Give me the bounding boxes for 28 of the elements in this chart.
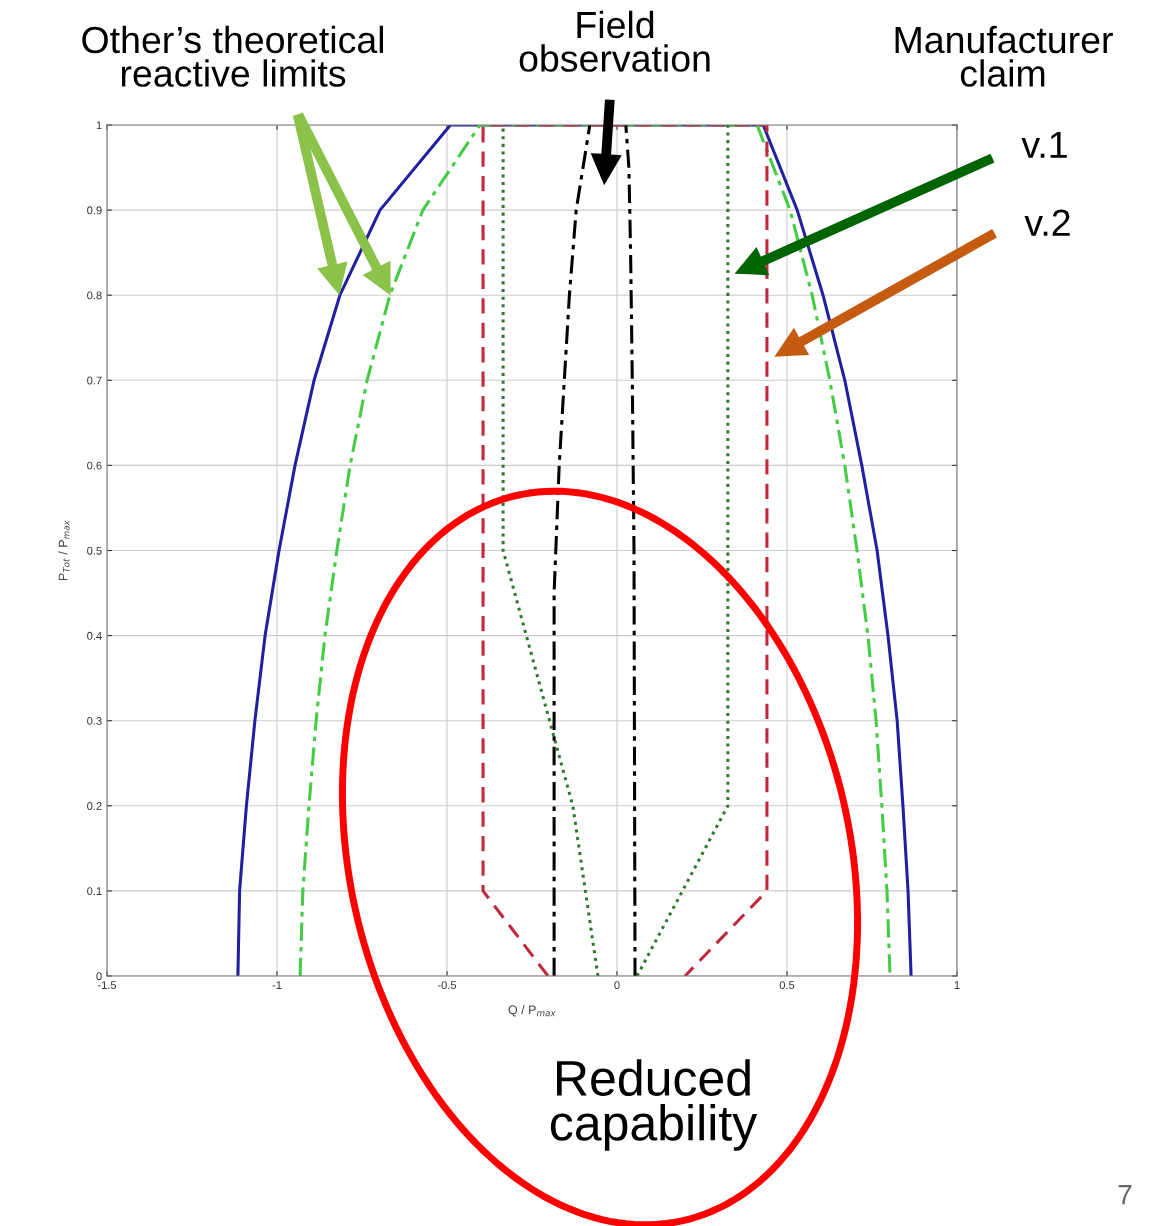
y-tick-label: 0.4 — [87, 631, 102, 640]
x-tick-label: -1.5 — [97, 981, 117, 990]
y-axis-title: P$_{Tot}$ / P$_{max}$ — [58, 520, 70, 581]
text: Manufacturer claim — [895, 25, 1113, 87]
x-tick-label: 0 — [614, 981, 620, 990]
text: v.2 — [1024, 209, 1070, 236]
y-tick-label: 0.5 — [87, 546, 102, 555]
text: Field observation — [519, 10, 710, 72]
y-tick-label: 0.8 — [87, 291, 102, 300]
line-series — [552, 125, 592, 976]
y-tick-label: 0.1 — [87, 887, 102, 896]
line-series — [624, 125, 637, 976]
x-tick-label: 1 — [954, 981, 960, 989]
y-tick-label: 0.2 — [87, 802, 102, 810]
text: v.1 — [1021, 131, 1067, 158]
y-tick-label: 0.3 — [87, 716, 102, 725]
text: Reduced capability — [550, 1059, 758, 1151]
y-tick-label: 1 — [96, 121, 102, 130]
x-tick-label: -0.5 — [437, 981, 457, 990]
y-tick-label: 0.6 — [87, 461, 102, 470]
y-tick-label: 0.7 — [87, 376, 102, 385]
y-tick-label: 0.9 — [87, 206, 102, 215]
x-tick-label: -1 — [272, 981, 282, 989]
text: 7 — [1118, 1185, 1132, 1205]
x-axis-title: Q / P$_{max}$ — [508, 1005, 556, 1017]
y-tick-label: 0 — [96, 972, 102, 981]
x-tick-label: 0.5 — [779, 981, 795, 990]
text: Other’s theoretical reactive limits — [82, 25, 384, 87]
